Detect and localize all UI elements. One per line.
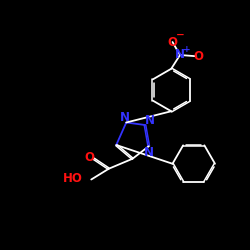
Text: O: O xyxy=(84,151,94,164)
Text: N: N xyxy=(175,48,185,62)
Text: N: N xyxy=(144,146,154,159)
Text: HO: HO xyxy=(64,172,83,185)
Text: N: N xyxy=(120,110,130,124)
Text: O: O xyxy=(168,36,177,49)
Text: −: − xyxy=(176,30,185,40)
Text: N: N xyxy=(145,114,155,127)
Text: O: O xyxy=(193,50,203,63)
Text: +: + xyxy=(183,45,191,54)
